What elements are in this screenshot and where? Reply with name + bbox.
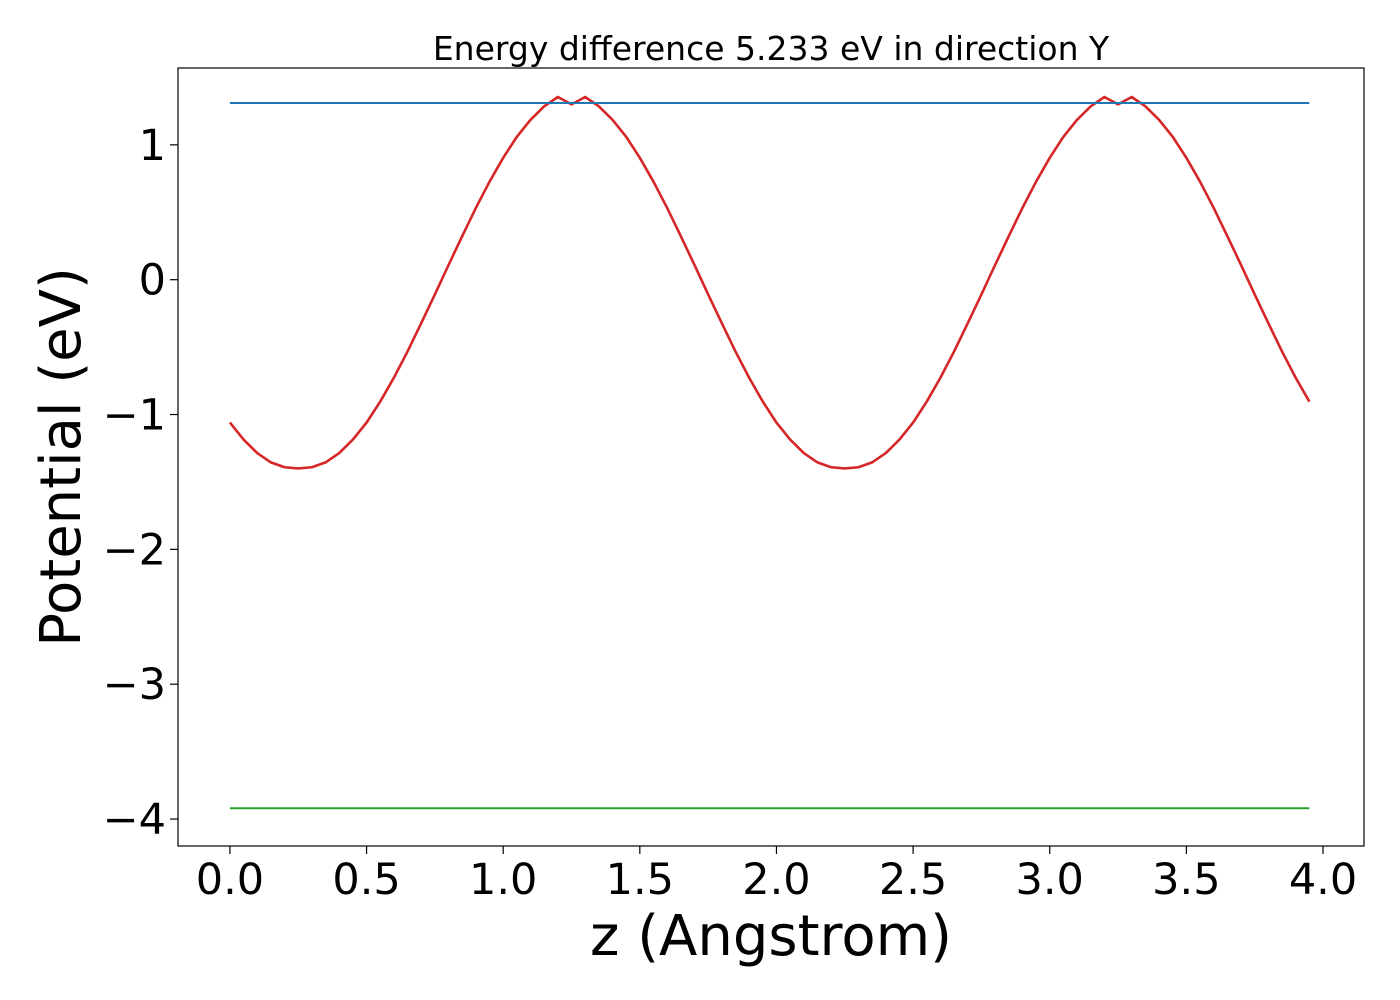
y-tick-label: −4 (103, 795, 166, 845)
x-tick-label: 1.5 (606, 855, 674, 905)
x-axis-label: z (Angstrom) (590, 904, 952, 969)
x-tick-label: 3.5 (1152, 855, 1220, 905)
series-layer (228, 95, 1311, 810)
y-tick-label: 0 (139, 256, 166, 306)
x-tick-label: 0.0 (196, 855, 264, 905)
y-tick-label: 1 (139, 121, 166, 171)
plot-frame (177, 67, 1365, 847)
y-tick-label: −1 (103, 391, 166, 441)
chart-title: Energy difference 5.233 eV in direction … (433, 29, 1110, 68)
x-tick-label: 2.5 (879, 855, 947, 905)
y-axis-label: Potential (eV) (29, 267, 94, 647)
x-tick-label: 3.0 (1016, 855, 1084, 905)
y-axis-ticks: 1 0 −1 −2 −3 −4 (103, 121, 178, 845)
y-tick-label: −2 (103, 525, 166, 575)
x-axis-ticks: 0.0 0.5 1.0 1.5 2.0 2.5 3.0 3.5 4.0 (196, 846, 1357, 905)
x-tick-label: 1.0 (469, 855, 537, 905)
y-tick-label: −3 (103, 660, 166, 710)
x-tick-label: 2.0 (742, 855, 810, 905)
x-tick-label: 4.0 (1289, 855, 1357, 905)
x-tick-label: 0.5 (332, 855, 400, 905)
series-line-0 (228, 95, 1311, 470)
